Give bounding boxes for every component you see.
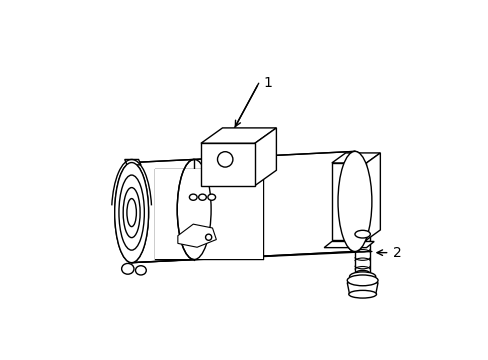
Ellipse shape xyxy=(341,211,356,226)
Ellipse shape xyxy=(115,163,148,263)
Polygon shape xyxy=(201,143,254,186)
Ellipse shape xyxy=(189,194,197,200)
Ellipse shape xyxy=(354,270,369,278)
Text: 2: 2 xyxy=(393,246,401,260)
Ellipse shape xyxy=(115,163,148,263)
Ellipse shape xyxy=(349,272,375,281)
Ellipse shape xyxy=(119,175,144,250)
Ellipse shape xyxy=(135,266,146,275)
Ellipse shape xyxy=(207,194,215,200)
Ellipse shape xyxy=(122,264,134,274)
Ellipse shape xyxy=(205,234,211,240)
Ellipse shape xyxy=(346,275,377,286)
Ellipse shape xyxy=(341,177,356,192)
Ellipse shape xyxy=(198,194,206,200)
Ellipse shape xyxy=(127,199,136,226)
Ellipse shape xyxy=(123,188,140,238)
Ellipse shape xyxy=(337,152,371,252)
Polygon shape xyxy=(131,152,354,263)
Ellipse shape xyxy=(127,199,136,226)
Ellipse shape xyxy=(123,188,140,238)
Polygon shape xyxy=(254,128,276,186)
Polygon shape xyxy=(346,283,377,294)
Ellipse shape xyxy=(354,230,369,238)
Polygon shape xyxy=(331,163,366,240)
Polygon shape xyxy=(324,242,373,248)
Polygon shape xyxy=(124,159,141,165)
Ellipse shape xyxy=(217,152,232,167)
Polygon shape xyxy=(331,153,380,163)
Polygon shape xyxy=(178,224,216,247)
Ellipse shape xyxy=(337,152,371,252)
Ellipse shape xyxy=(348,291,376,298)
Polygon shape xyxy=(154,169,262,259)
Ellipse shape xyxy=(119,175,144,250)
Polygon shape xyxy=(201,128,276,143)
Text: 1: 1 xyxy=(263,76,272,90)
Polygon shape xyxy=(366,153,380,240)
